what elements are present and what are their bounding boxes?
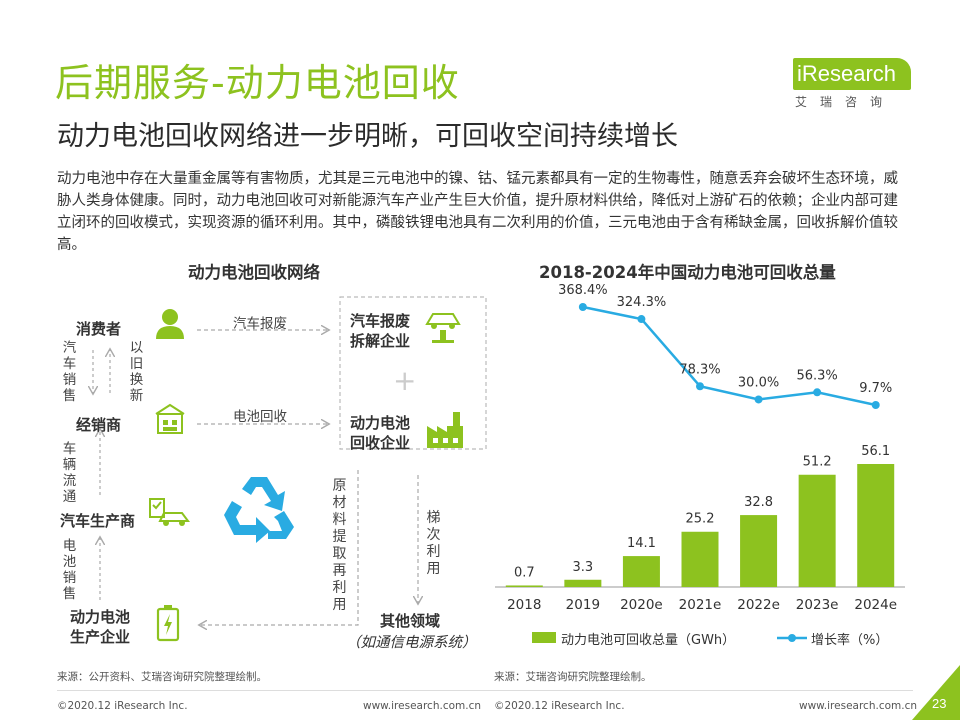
node-other: 其他领域 (380, 612, 441, 630)
x-tick-2018: 2018 (507, 597, 541, 613)
page-corner-decoration (912, 665, 960, 720)
recycler-box (339, 296, 487, 450)
footer-url-right[interactable]: www.iresearch.com.cn (799, 700, 918, 712)
bar-2024e (857, 464, 895, 587)
node-battery-maker: 动力电池 生产企业 (70, 608, 131, 646)
bar-2022e (740, 515, 778, 587)
label-vehicle-flow: 车辆流通 (62, 441, 77, 505)
x-tick-2022e: 2022e (737, 597, 780, 613)
bar-2021e (681, 531, 719, 587)
person-icon (156, 309, 184, 339)
growth-point-2024e (871, 401, 880, 409)
bar-label-2023e: 51.2 (803, 455, 832, 470)
node-other-note: （如通信电源系统） (346, 635, 477, 651)
page-number: 23 (932, 696, 947, 711)
car-lift-icon (425, 313, 461, 343)
growth-point-2020e (637, 315, 646, 324)
growth-point-2019 (578, 303, 587, 311)
factory-icon (427, 412, 463, 448)
bar-label-2024e: 56.1 (861, 444, 890, 459)
x-tick-2023e: 2023e (796, 597, 839, 613)
intro-paragraph: 动力电池中存在大量重金属等有害物质，尤其是三元电池中的镍、钴、锰元素都具有一定的… (57, 171, 898, 253)
label-raw-material: 原材料提取再利用 (332, 478, 347, 613)
car-factory-icon (149, 498, 190, 526)
chart-title: 2018-2024年中国动力电池可回收总量 (539, 263, 836, 282)
label-cascade-use: 梯次利用 (426, 510, 441, 577)
label-car-sales: 汽车销售 (62, 340, 77, 404)
network-title: 动力电池回收网络 (188, 263, 320, 282)
legend-line-label: 增长率（%） (811, 633, 889, 648)
node-scrap: 汽车报废 拆解企业 (350, 312, 411, 350)
bar-2018 (505, 585, 543, 587)
label-trade-in: 以旧换新 (129, 340, 144, 404)
x-tick-2019: 2019 (566, 597, 600, 613)
bar-2019 (564, 579, 602, 587)
growth-label-2024e: 9.7% (859, 381, 892, 396)
label-battery-recycle: 电池回收 (233, 409, 287, 425)
battery-icon (156, 605, 180, 642)
growth-label-2021e: 78.3% (679, 362, 720, 377)
node-dealer: 经销商 (76, 416, 122, 434)
network-diagram (0, 296, 487, 660)
recycling-chart: 0.7 2018 3.3 2019 14.1 2020e 25.2 2021e 32.8 2022… (495, 283, 905, 613)
label-battery-sales: 电池销售 (62, 538, 77, 602)
x-tick-2020e: 2020e (620, 597, 663, 613)
bar-label-2018: 0.7 (514, 565, 535, 580)
growth-label-2019: 368.4% (558, 283, 608, 298)
node-carmaker: 汽车生产商 (60, 512, 136, 530)
node-consumer: 消费者 (76, 320, 122, 338)
x-tick-2021e: 2021e (679, 597, 722, 613)
growth-label-2022e: 30.0% (738, 375, 779, 390)
bar-label-2021e: 25.2 (686, 512, 715, 527)
page-title: 后期服务-动力电池回收 (55, 61, 460, 105)
logo-chinese-name: 艾瑞咨询 (795, 95, 896, 109)
growth-point-2023e (813, 388, 822, 397)
legend-bar-swatch (532, 632, 556, 643)
node-recycler: 动力电池 回收企业 (350, 414, 411, 452)
iresearch-logo: iResearch (793, 58, 911, 90)
growth-label-2020e: 324.3% (617, 295, 667, 310)
legend-bar-label: 动力电池可回收总量（GWh） (561, 633, 736, 648)
footer-copyright-left: ©2020.12 iResearch Inc. (57, 700, 188, 712)
plus-sign: + (393, 364, 417, 397)
page-subtitle: 动力电池回收网络进一步明晰，可回收空间持续增长 (57, 121, 678, 152)
store-icon (155, 403, 185, 434)
recycle-icon (224, 477, 294, 543)
growth-rate-line (582, 305, 876, 407)
bar-label-2019: 3.3 (573, 560, 594, 575)
bar-label-2022e: 32.8 (744, 495, 773, 510)
label-car-scrap: 汽车报废 (233, 316, 287, 332)
arrow-raw-material (200, 470, 359, 625)
bar-2020e (622, 556, 660, 587)
growth-point-2021e (696, 382, 704, 391)
bar-label-2020e: 14.1 (627, 536, 656, 551)
growth-point-2022e (754, 395, 763, 404)
x-tick-2024e: 2024e (854, 597, 897, 613)
footer-url-left[interactable]: www.iresearch.com.cn (363, 700, 482, 712)
footer-divider (57, 690, 913, 691)
legend-line-swatch (777, 634, 807, 642)
bar-2023e (798, 474, 836, 587)
chart-source: 来源：艾瑞咨询研究院整理绘制。 (494, 671, 652, 683)
network-source: 来源：公开资料、艾瑞咨询研究院整理绘制。 (57, 671, 267, 683)
footer-copyright-right: ©2020.12 iResearch Inc. (494, 700, 625, 712)
growth-label-2023e: 56.3% (796, 368, 837, 383)
